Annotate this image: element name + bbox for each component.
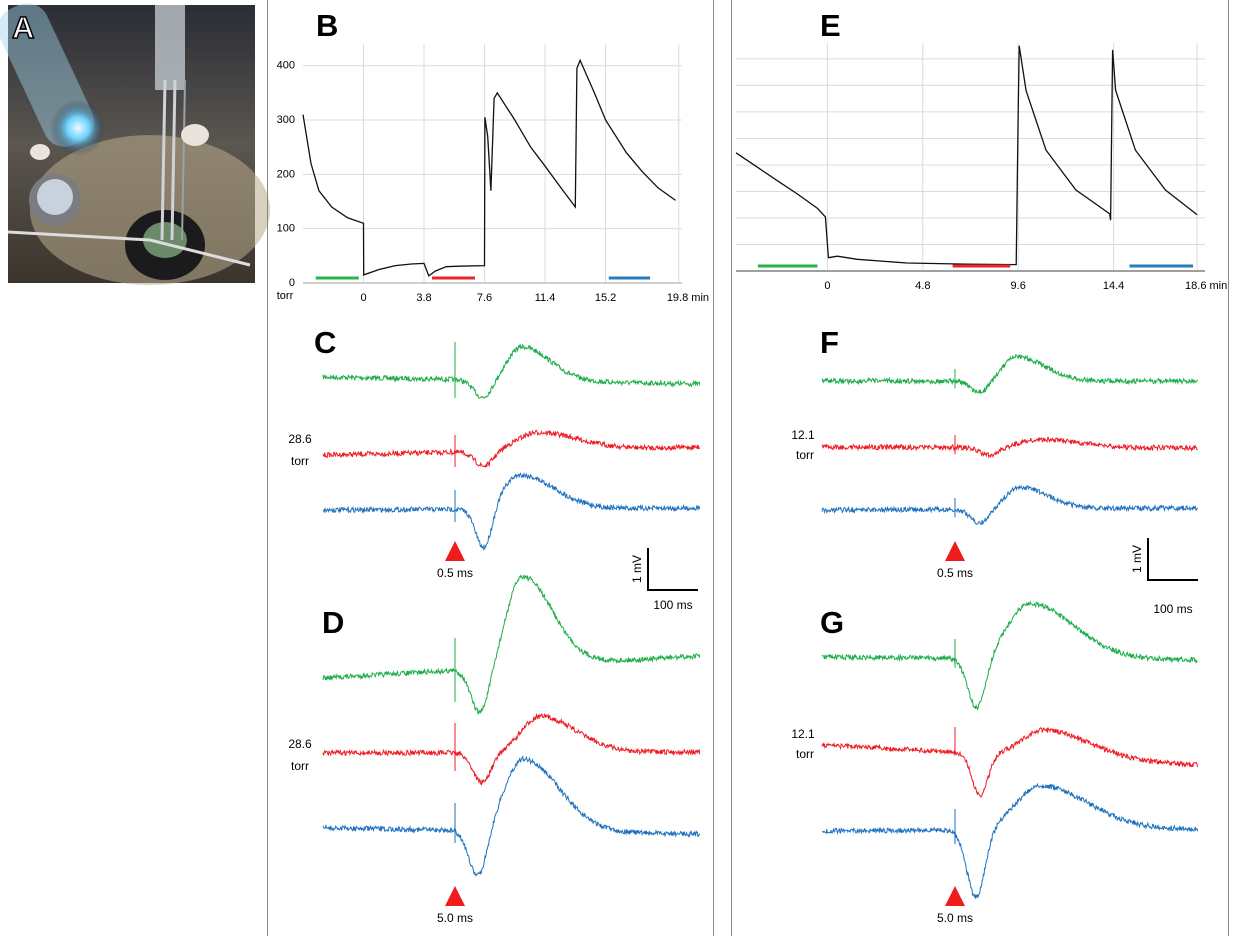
y-tick-label: 0 (289, 277, 295, 289)
x-tick-label: 9.6 (1011, 280, 1026, 292)
y-tick-label: 300 (277, 114, 295, 126)
stimulus-marker (945, 886, 965, 906)
scale-bar (1147, 538, 1198, 581)
x-tick-label: 4.8 (915, 280, 930, 292)
stimulus-marker (945, 541, 965, 561)
x-tick-label: 0 (824, 280, 830, 292)
y-tick-label: 100 (277, 223, 295, 235)
x-tick-label: 19.8 min (667, 292, 709, 304)
pressure-unit: torr (291, 454, 309, 468)
x-tick-label: 18.6 min (1185, 280, 1227, 292)
panel-frame (267, 0, 714, 936)
panel-letter: B (316, 8, 338, 43)
pressure-value: 28.6 (288, 432, 312, 446)
x-tick-label: 7.6 (477, 292, 492, 304)
x-tick-label: 15.2 (595, 292, 616, 304)
scale-time: 100 ms (1153, 602, 1192, 616)
stimulus-marker (445, 886, 465, 906)
trace (821, 485, 1198, 526)
x-tick-label: 11.4 (535, 292, 556, 304)
panel-letter: G (820, 605, 844, 640)
panel-frame (731, 0, 1229, 936)
y-tick-label: 400 (277, 60, 295, 72)
photo (0, 3, 270, 285)
pressure-curve (302, 58, 676, 277)
x-tick-label: 3.8 (416, 292, 431, 304)
trace (322, 471, 701, 551)
trace (821, 436, 1198, 459)
x-tick-label: 14.4 (1103, 280, 1124, 292)
trace (821, 353, 1199, 395)
pressure-unit: torr (796, 747, 814, 761)
stimulus-marker (445, 541, 465, 561)
pressure-value: 12.1 (791, 428, 815, 442)
trace (821, 782, 1199, 899)
stimulus-label: 5.0 ms (437, 911, 473, 925)
trace (322, 343, 701, 399)
trace (322, 713, 701, 786)
panel-letter: C (314, 325, 336, 360)
stimulus-label: 0.5 ms (937, 566, 973, 580)
trace (322, 429, 700, 468)
panel-letter: E (820, 8, 841, 43)
panel-letter: A (12, 10, 34, 45)
stimulus-label: 5.0 ms (937, 911, 973, 925)
panel-letter: D (322, 605, 344, 640)
trace (821, 600, 1198, 711)
y-tick-label: 200 (277, 168, 295, 180)
pressure-value: 28.6 (288, 737, 312, 751)
scale-voltage: 1 mV (630, 555, 644, 583)
panel-letter: F (820, 325, 839, 360)
pressure-value: 12.1 (791, 727, 815, 741)
pressure-unit: torr (796, 448, 814, 462)
y-unit: torr (277, 290, 294, 302)
scale-bar (647, 548, 698, 591)
scale-voltage: 1 mV (1130, 545, 1144, 573)
pressure-curve (735, 45, 1198, 266)
x-tick-label: 0 (360, 292, 366, 304)
trace (322, 755, 701, 878)
scale-time: 100 ms (653, 598, 692, 612)
trace (322, 574, 701, 715)
stimulus-label: 0.5 ms (437, 566, 473, 580)
pressure-unit: torr (291, 759, 309, 773)
trace (821, 726, 1199, 798)
